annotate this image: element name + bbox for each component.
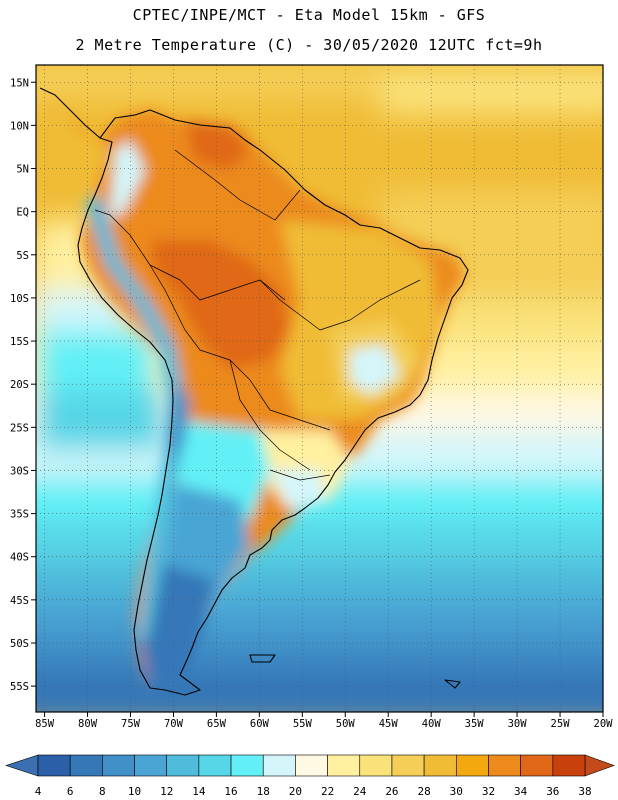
lat-label: 30S — [10, 465, 29, 477]
lon-label: 80W — [78, 718, 98, 730]
lon-label: 25W — [551, 718, 571, 730]
temperature-field — [36, 65, 603, 712]
latitude-labels: 15N 10N 5N EQ 5S 10S 15S 20S 25S 30S 35S 40S 45S 50S 5… — [10, 77, 36, 693]
colorbar-label: 18 — [257, 785, 270, 798]
colorbar-label: 14 — [192, 785, 206, 798]
colorbar-label: 16 — [224, 785, 237, 798]
colorbar-swatch — [327, 754, 361, 777]
colorbar-swatch — [488, 754, 521, 777]
colorbar-swatch — [230, 754, 264, 777]
lon-label: 70W — [164, 718, 184, 730]
lat-label: 50S — [10, 638, 29, 650]
lat-label: 10N — [10, 120, 29, 132]
lat-label: 35S — [10, 509, 29, 521]
colorbar-swatch — [134, 754, 168, 777]
lon-label: 45W — [379, 718, 399, 730]
colorbar-swatch — [520, 754, 554, 777]
lon-label: 50W — [336, 718, 356, 730]
colorbar-swatch — [295, 754, 328, 777]
longitude-labels: 85W 80W 75W 70W 65W 60W 55W 50W 45W 40W 35W 30W 25W 2… — [35, 712, 613, 730]
lat-label: 40S — [10, 552, 29, 564]
colorbar-swatch — [552, 754, 586, 777]
lat-label: EQ — [16, 207, 29, 219]
plot-frame — [35, 64, 604, 713]
colorbar-label: 36 — [546, 785, 559, 798]
lon-label: 75W — [121, 718, 141, 730]
colorbar-label: 12 — [160, 785, 173, 798]
colorbar-label: 32 — [482, 785, 495, 798]
lon-label: 35W — [465, 718, 485, 730]
colorbar-swatch — [166, 754, 200, 777]
colorbar-label: 26 — [385, 785, 398, 798]
lat-label: 55S — [10, 681, 29, 693]
colorbar-label: 4 — [35, 785, 42, 798]
colorbar-label: 30 — [450, 785, 463, 798]
colorbar-label: 8 — [99, 785, 106, 798]
lat-label: 45S — [10, 595, 29, 607]
colorbar-swatch — [198, 754, 232, 777]
colorbar-low-arrow — [5, 754, 39, 777]
colorbar-label: 34 — [514, 785, 528, 798]
colorbar-label: 20 — [289, 785, 302, 798]
colorbar-swatch — [391, 754, 425, 777]
lat-label: 15N — [10, 77, 29, 89]
colorbar-swatch — [455, 754, 489, 777]
lon-label: 40W — [422, 718, 442, 730]
colorbar-label: 28 — [417, 785, 430, 798]
lat-label: 10S — [10, 293, 29, 305]
graticule — [36, 65, 604, 712]
color-scale-bar: 4 6 8 10 12 14 16 18 20 22 24 26 28 30 32 34 36 38 — [5, 754, 615, 798]
colorbar-swatch — [262, 754, 296, 777]
lat-label: 5S — [16, 250, 29, 262]
lon-label: 55W — [293, 718, 313, 730]
colorbar-swatch — [37, 754, 71, 777]
lon-label: 20W — [594, 718, 614, 730]
colorbar-swatch — [359, 754, 393, 777]
colorbar-label: 6 — [67, 785, 74, 798]
colorbar-label: 10 — [128, 785, 141, 798]
coastline — [39, 87, 469, 696]
lat-label: 5N — [16, 164, 29, 176]
chart-title: CPTEC/INPE/MCT - Eta Model 15km - GFS — [132, 6, 486, 24]
colorbar-label: 22 — [321, 785, 334, 798]
chart-subtitle: 2 Metre Temperature (C) - 30/05/2020 12U… — [75, 36, 543, 54]
colorbar-swatch — [69, 754, 103, 777]
lon-label: 85W — [35, 718, 55, 730]
lon-label: 65W — [207, 718, 227, 730]
colorbar-label: 24 — [353, 785, 367, 798]
lat-label: 25S — [10, 422, 29, 434]
colorbar-high-arrow — [584, 754, 615, 777]
lat-label: 20S — [10, 379, 29, 391]
lat-label: 15S — [10, 336, 29, 348]
colorbar-label: 38 — [578, 785, 591, 798]
lon-label: 60W — [250, 718, 270, 730]
colorbar-swatch — [102, 754, 135, 777]
lon-label: 30W — [508, 718, 528, 730]
colorbar-swatch — [423, 754, 457, 777]
